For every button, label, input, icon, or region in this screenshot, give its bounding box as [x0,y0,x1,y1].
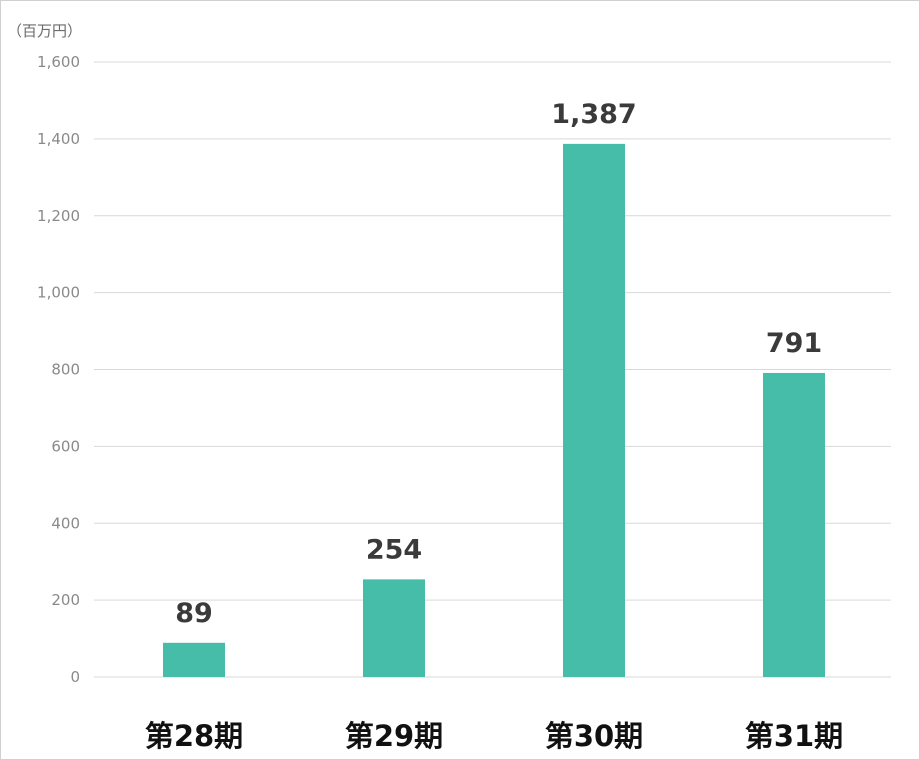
category-label: 第30期 [545,719,643,753]
y-tick-label: 200 [51,591,80,609]
y-tick-label: 1,200 [37,207,80,225]
y-tick-label: 1,400 [37,130,80,148]
y-tick-label: 400 [51,514,80,532]
x-axis-categories: 第28期 第29期 第30期 第31期 [145,719,843,753]
unit-label: （百万円） [7,22,82,40]
bar [163,642,225,677]
y-axis-ticks: 0 200 400 600 800 1,000 1,200 1,400 1,600 [37,53,80,686]
bar [563,143,625,677]
bars [163,143,825,677]
bar [763,372,825,677]
y-tick-label: 800 [51,361,80,379]
data-label: 791 [766,328,822,359]
y-tick-label: 1,000 [37,284,80,302]
grid [94,61,891,678]
category-label: 第31期 [745,719,843,753]
category-label: 第29期 [345,719,443,753]
y-tick-label: 1,600 [37,53,80,71]
bar [363,579,425,677]
data-label: 89 [175,598,213,629]
data-labels: 89 254 1,387 791 [175,99,822,629]
data-label: 254 [366,534,422,565]
y-tick-label: 600 [51,437,80,455]
y-tick-label: 0 [70,668,80,686]
data-label: 1,387 [551,99,636,130]
category-label: 第28期 [145,719,243,753]
